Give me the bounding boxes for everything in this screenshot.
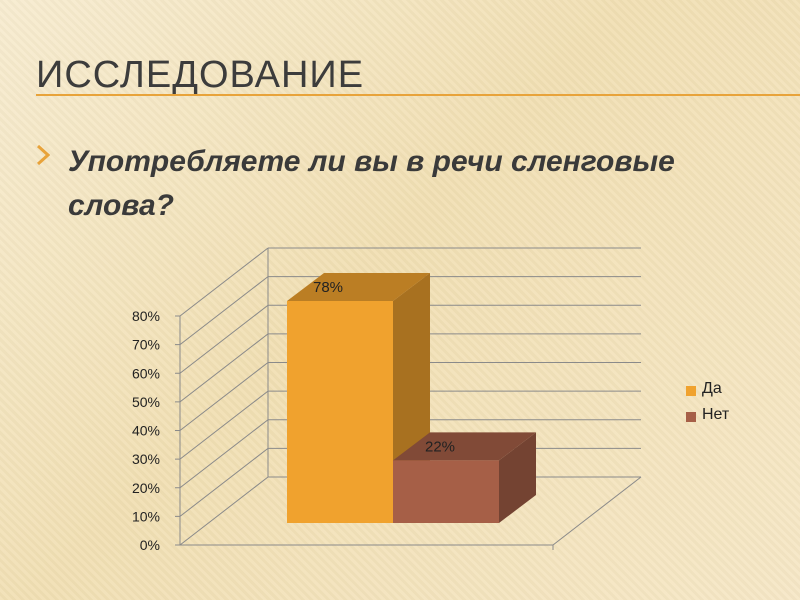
y-tick-label: 40% [132, 423, 160, 439]
gridline-side [179, 276, 269, 346]
y-tick-label: 80% [132, 308, 160, 324]
y-tick-label: 60% [132, 365, 160, 381]
arrow-chevron-icon [36, 144, 50, 166]
bar-net [393, 460, 499, 523]
bar-net-top [393, 432, 536, 461]
question-text: Употребляете ли вы в речи сленговые слов… [68, 145, 675, 222]
gridline-side [179, 304, 269, 374]
legend-label-net: Нет [702, 406, 730, 423]
gridline-side [179, 447, 269, 517]
legend-label-da: Да [702, 380, 722, 397]
floor-right-edge [552, 476, 642, 546]
bar-da [287, 301, 393, 523]
y-tick-label: 20% [132, 480, 160, 496]
bar-net-side [499, 432, 536, 523]
legend-swatch-net [686, 412, 696, 422]
gridline-side [179, 333, 269, 403]
legend-swatch-da [686, 386, 696, 396]
gridline-side [179, 390, 269, 460]
y-tick-label: 0% [140, 537, 160, 553]
gridline-side [179, 362, 269, 431]
gridline-side [179, 419, 269, 489]
gridline-side [179, 476, 269, 546]
gridline-side [179, 247, 269, 317]
y-tick-label: 70% [132, 337, 160, 353]
y-tick-label: 50% [132, 394, 160, 410]
y-tick-label: 10% [132, 508, 160, 524]
data-label-net: 22% [425, 438, 455, 455]
title-underline [36, 94, 800, 96]
bar-da-top [287, 273, 430, 301]
slide-title: ИССЛЕДОВАНИЕ [36, 54, 365, 96]
y-tick-label: 30% [132, 451, 160, 467]
data-label-da: 78% [313, 279, 343, 296]
